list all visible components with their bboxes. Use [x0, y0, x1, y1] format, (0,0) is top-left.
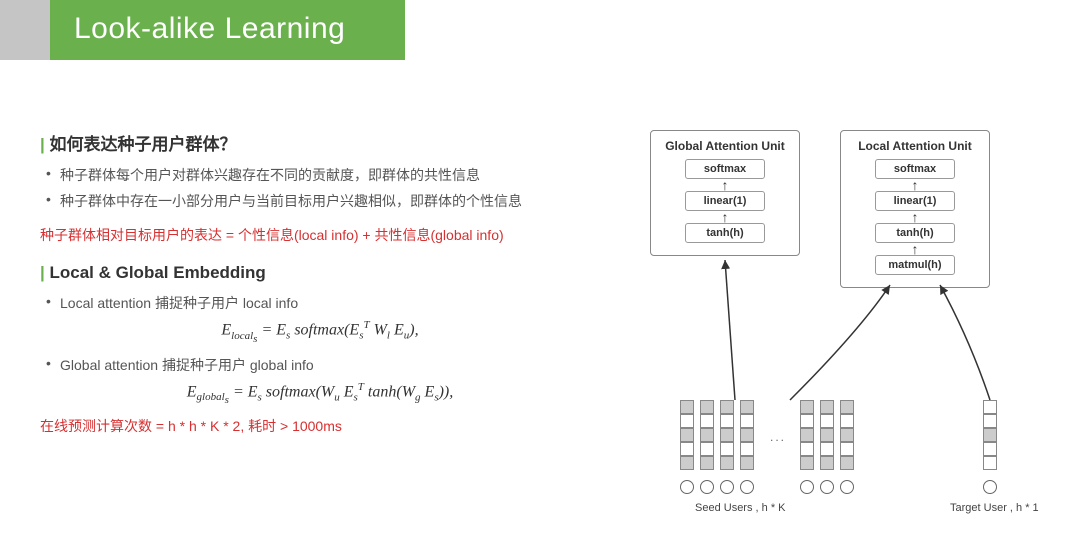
bullet-item: 种子群体中存在一小部分用户与当前目标用户兴趣相似，即群体的个性信息: [46, 191, 600, 211]
target-circle: [983, 480, 997, 494]
layer-box: matmul(h): [875, 255, 955, 275]
bullet-item: 种子群体每个用户对群体兴趣存在不同的贡献度，即群体的共性信息: [46, 165, 600, 185]
embedding-strip: [800, 400, 814, 470]
seed-circle: [820, 480, 834, 494]
seed-circle: [700, 480, 714, 494]
section2-bullets-2: Global attention 捕捉种子用户 global info: [40, 355, 600, 375]
layer-box: linear(1): [875, 191, 955, 211]
target-user-embedding: [983, 400, 997, 470]
title-bar: Look-alike Learning: [0, 0, 405, 60]
seed-circle: [680, 480, 694, 494]
seed-circle: [740, 480, 754, 494]
bullet-item: Global attention 捕捉种子用户 global info: [46, 355, 600, 375]
arrow-up-icon: ↑: [661, 213, 789, 221]
seed-caption: Seed Users , h * K: [695, 502, 786, 514]
architecture-diagram: Global Attention Unit softmax ↑ linear(1…: [640, 130, 1060, 530]
formula-local: Elocals = Es softmax(EsT Wl Eu),: [40, 319, 600, 345]
arrow-up-icon: ↑: [661, 181, 789, 189]
seed-circle: [840, 480, 854, 494]
section2-heading: Local & Global Embedding: [40, 263, 600, 283]
embedding-strip: [680, 400, 694, 470]
section1-bullets: 种子群体每个用户对群体兴趣存在不同的贡献度，即群体的共性信息 种子群体中存在一小…: [40, 165, 600, 211]
global-attention-unit: Global Attention Unit softmax ↑ linear(1…: [650, 130, 800, 256]
seed-circle: [720, 480, 734, 494]
title-accent-gray: [0, 0, 50, 60]
layer-box: linear(1): [685, 191, 765, 211]
layer-box: softmax: [685, 159, 765, 179]
seed-circle: [800, 480, 814, 494]
arrow-up-icon: ↑: [851, 181, 979, 189]
unit-title: Local Attention Unit: [851, 139, 979, 153]
left-content: 如何表达种子用户群体？ 种子群体每个用户对群体兴趣存在不同的贡献度，即群体的共性…: [40, 130, 600, 436]
arrow-up-icon: ↑: [851, 213, 979, 221]
bullet-item: Local attention 捕捉种子用户 local info: [46, 293, 600, 313]
section1-red-summary: 种子群体相对目标用户的表达 = 个性信息(local info) + 共性信息(…: [40, 225, 600, 245]
embedding-strip: [740, 400, 754, 470]
ellipsis: ...: [770, 430, 786, 444]
layer-box: softmax: [875, 159, 955, 179]
arrow-up-icon: ↑: [851, 245, 979, 253]
section2-bullets: Local attention 捕捉种子用户 local info: [40, 293, 600, 313]
slide-title: Look-alike Learning: [50, 0, 405, 60]
embedding-strip: [700, 400, 714, 470]
red-bottom-note: 在线预测计算次数 = h * h * K * 2, 耗时 > 1000ms: [40, 416, 600, 436]
target-caption: Target User , h * 1: [950, 502, 1039, 514]
embedding-strip: [840, 400, 854, 470]
layer-box: tanh(h): [875, 223, 955, 243]
section1-heading: 如何表达种子用户群体？: [40, 130, 600, 155]
embedding-strip: [720, 400, 734, 470]
local-attention-unit: Local Attention Unit softmax ↑ linear(1)…: [840, 130, 990, 288]
embedding-strip: [820, 400, 834, 470]
unit-title: Global Attention Unit: [661, 139, 789, 153]
formula-global: Eglobals = Es softmax(Wu EsT tanh(Wg Es)…: [40, 381, 600, 407]
layer-box: tanh(h): [685, 223, 765, 243]
